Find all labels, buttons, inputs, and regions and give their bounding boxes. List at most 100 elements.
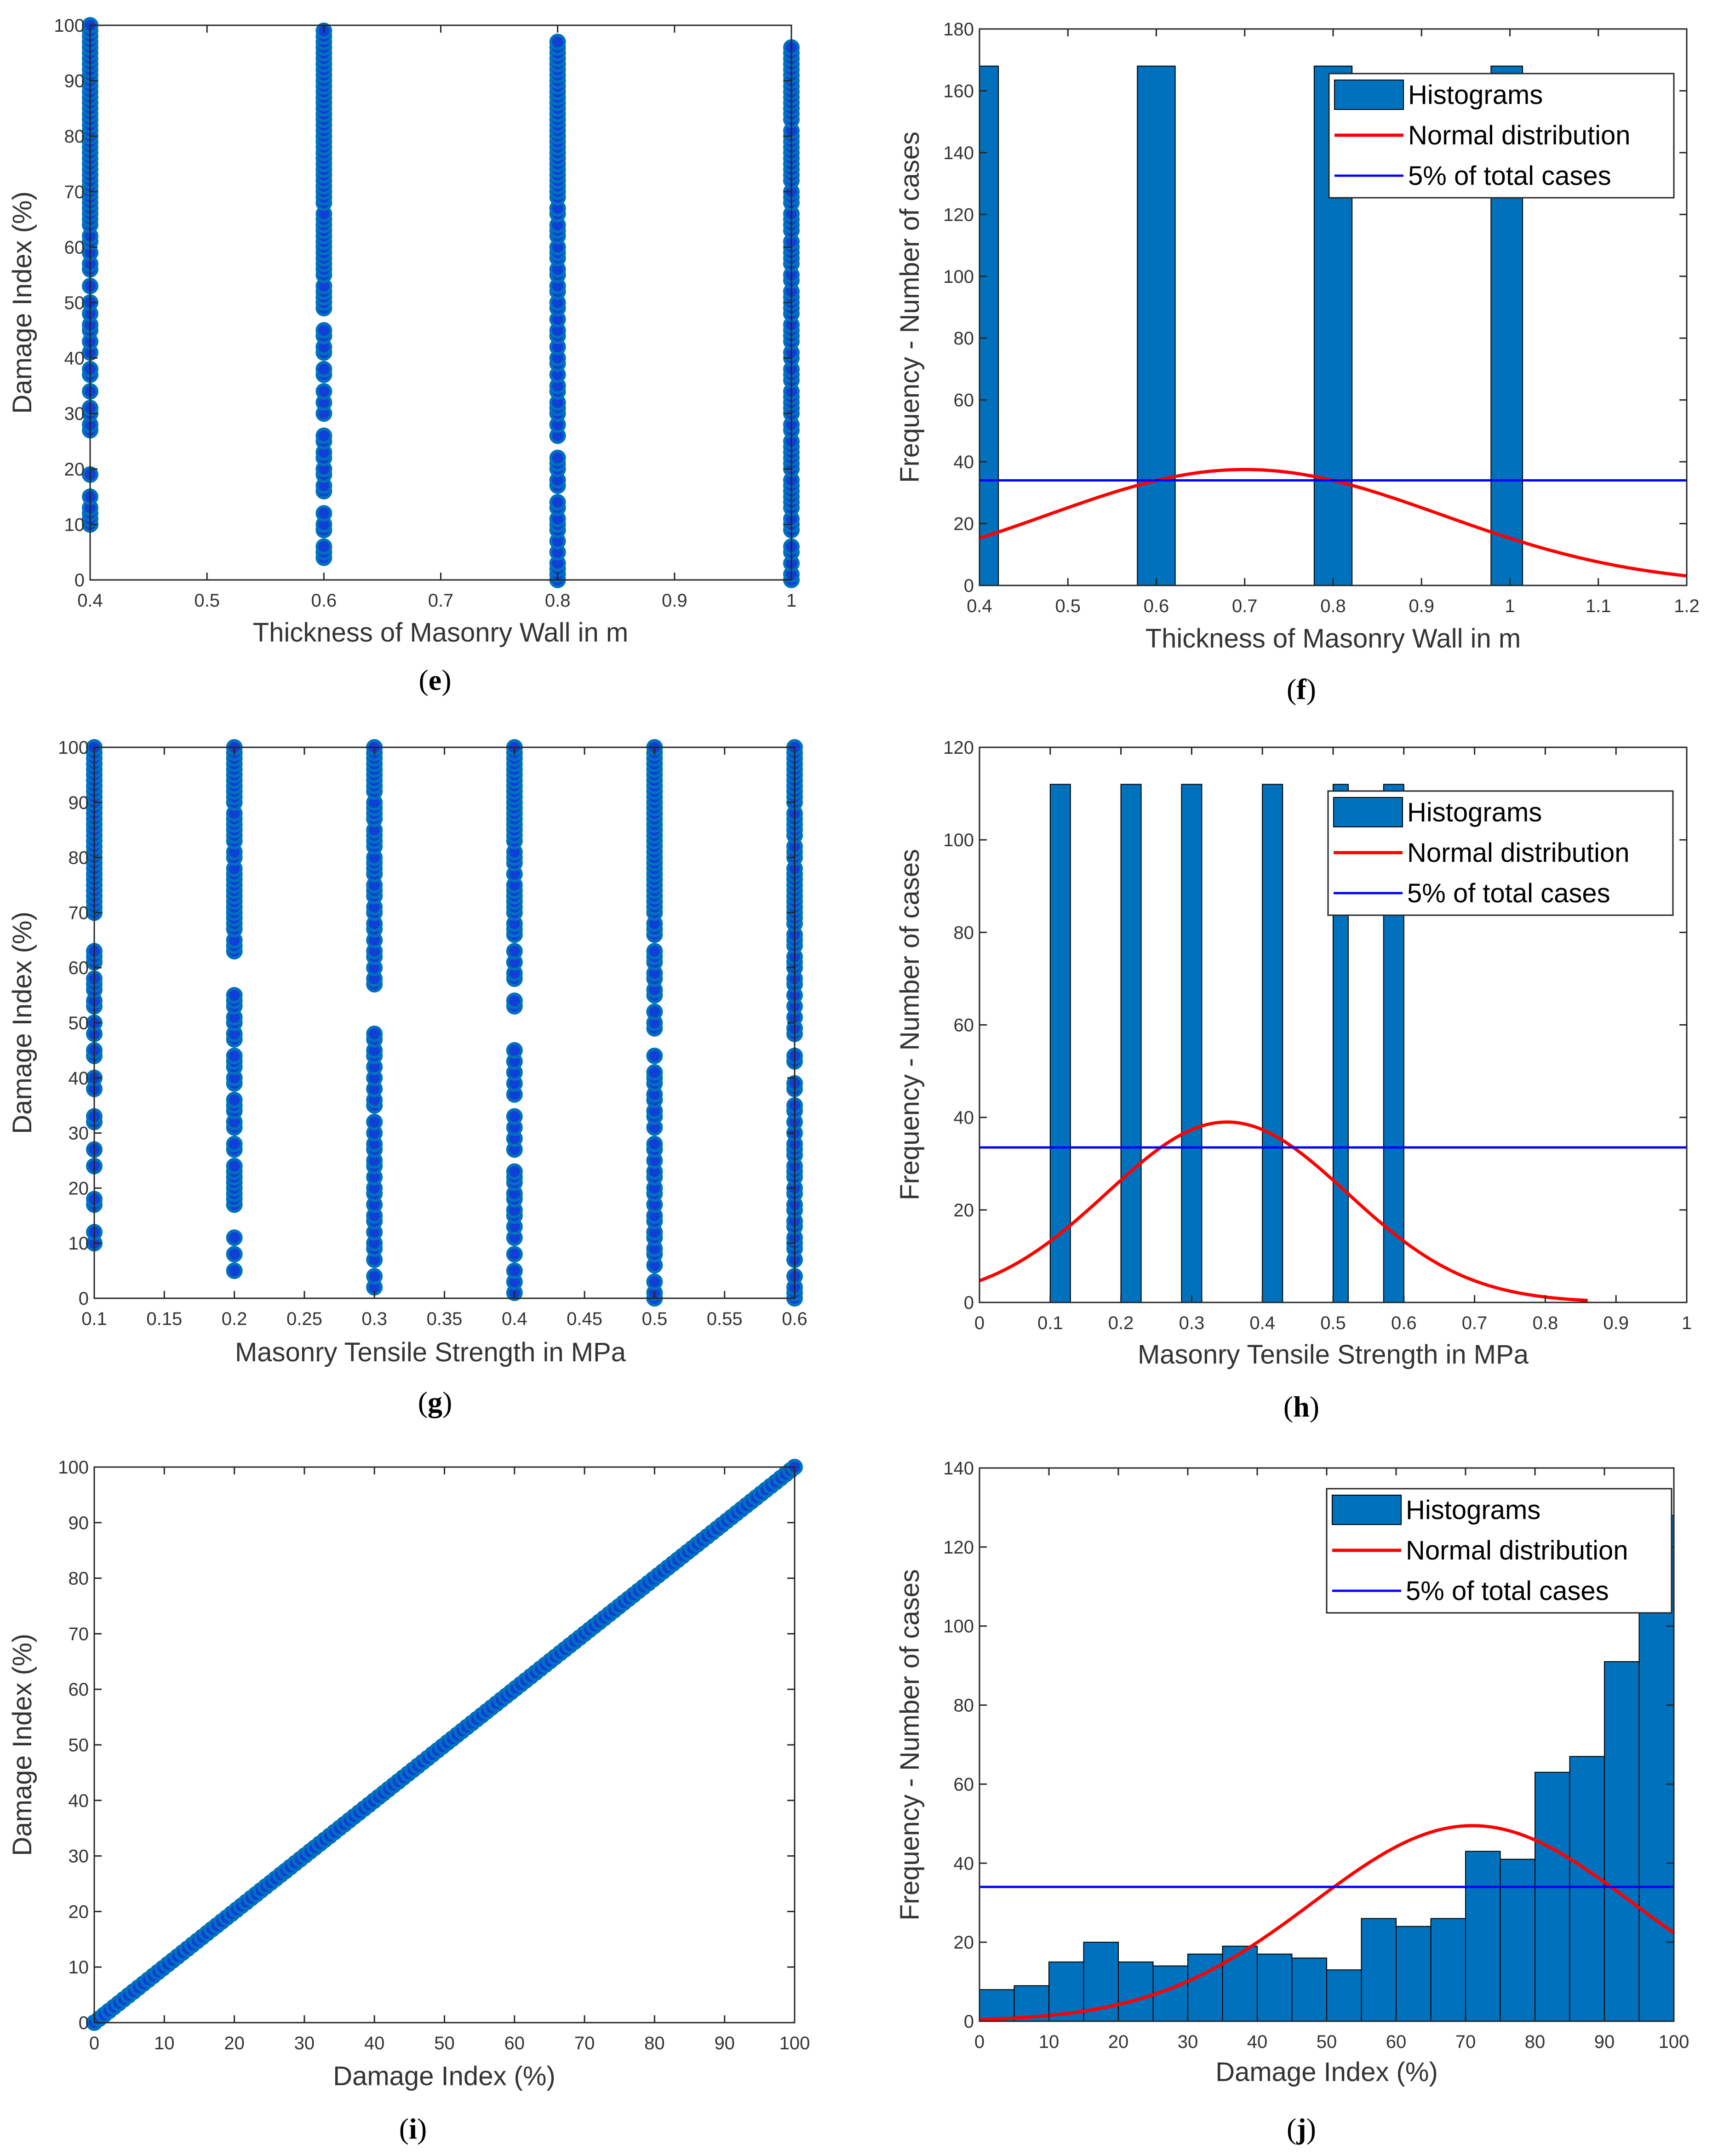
scatter-point	[226, 987, 243, 1004]
y-tick-label: 60	[69, 1680, 89, 1700]
y-axis-title: Frequency - Number of cases	[895, 849, 925, 1200]
y-tick-label: 0	[964, 2012, 974, 2032]
x-axis-title: Masonry Tensile Strength in MPa	[235, 1337, 626, 1367]
y-tick-label: 140	[943, 1458, 974, 1479]
y-tick-label: 90	[69, 1513, 89, 1533]
scatter-point	[366, 1113, 383, 1130]
scatter-point	[226, 1229, 243, 1246]
y-tick-label: 70	[64, 182, 85, 202]
y-tick-label: 80	[954, 923, 974, 943]
legend-swatch-histogram	[1332, 1495, 1402, 1525]
panel-label: (g)	[418, 1386, 452, 1418]
normal-distribution-curve	[979, 1120, 1588, 1302]
scatter-point	[226, 1262, 243, 1279]
y-tick-label: 30	[69, 1124, 89, 1144]
y-tick-label: 0	[79, 2013, 89, 2033]
x-axis-title: Thickness of Masonry Wall in m	[1145, 624, 1521, 654]
legend-label: 5% of total cases	[1406, 1576, 1609, 1606]
y-tick-label: 120	[943, 1537, 974, 1558]
histogram-bar	[1535, 1772, 1570, 2022]
x-tick-label: 50	[434, 2033, 455, 2053]
y-tick-label: 40	[954, 452, 974, 472]
scatter-point	[226, 1158, 243, 1175]
x-tick-label: 100	[1659, 2032, 1689, 2052]
y-tick-label: 160	[943, 81, 974, 101]
y-tick-label: 0	[74, 570, 85, 591]
y-axis-title: Damage Index (%)	[7, 191, 37, 414]
y-tick-label: 100	[54, 16, 85, 36]
y-tick-label: 60	[954, 390, 974, 411]
y-tick-label: 180	[943, 19, 974, 40]
y-tick-label: 70	[69, 1624, 89, 1644]
y-tick-label: 80	[64, 126, 85, 147]
y-tick-label: 20	[64, 459, 85, 480]
scatter-point	[366, 1268, 383, 1285]
scatter-point	[315, 322, 332, 339]
scatter-point	[549, 34, 566, 51]
x-tick-label: 0.5	[1320, 1313, 1346, 1333]
y-tick-label: 0	[964, 1293, 974, 1313]
scatter-point	[646, 1047, 663, 1064]
histogram-bar	[1262, 784, 1283, 1303]
x-tick-label: 0.6	[782, 1309, 807, 1329]
x-tick-label: 0.8	[1320, 596, 1346, 616]
histogram-bar	[1291, 1957, 1327, 2022]
y-tick-label: 90	[64, 71, 85, 92]
x-tick-label: 0.45	[567, 1309, 602, 1329]
legend: Histograms Normal distribution 5% of total…	[1328, 73, 1675, 199]
histogram-bar	[1361, 1918, 1397, 2022]
y-axis-title: Frequency - Number of cases	[895, 132, 925, 483]
y-tick-label: 0	[79, 1289, 89, 1309]
legend-label: 5% of total cases	[1408, 161, 1611, 191]
y-tick-label: 20	[954, 1932, 974, 1953]
scatter-point	[506, 1042, 523, 1059]
y-axis-title: Damage Index (%)	[7, 912, 37, 1134]
x-tick-label: 0.3	[1179, 1313, 1205, 1333]
x-tick-label: 0.6	[1391, 1313, 1417, 1333]
y-tick-label: 50	[69, 1735, 89, 1755]
panel-label: (f)	[1287, 673, 1316, 705]
scatter-point	[366, 1025, 383, 1042]
scatter-point	[226, 1246, 243, 1263]
histogram-bar	[1604, 1661, 1640, 2022]
histogram-bar	[1465, 1851, 1501, 2022]
y-tick-label: 50	[64, 293, 85, 313]
x-tick-label: 0.2	[1108, 1313, 1134, 1333]
scatter-point	[646, 1135, 663, 1153]
legend-label: 5% of total cases	[1407, 878, 1610, 908]
panel-letter: h	[1293, 1390, 1310, 1423]
scatter-point	[315, 383, 332, 400]
y-tick-label: 100	[58, 1457, 89, 1478]
x-tick-label: 0.8	[1533, 1313, 1558, 1333]
histogram-bar	[1326, 1969, 1362, 2022]
x-tick-label: 0.9	[662, 591, 687, 611]
x-tick-label: 1	[1682, 1313, 1692, 1333]
x-tick-label: 0.4	[1249, 1313, 1275, 1333]
chart-panel-i: 0 10 20 30 40 50 60 70 80 90 100 0 10 20 30 40 50 60 70 80 9…	[7, 1457, 810, 2145]
y-tick-label: 20	[954, 514, 974, 534]
y-tick-label: 100	[943, 1617, 974, 1637]
panel-letter: e	[429, 664, 441, 696]
panel-label: (i)	[399, 2112, 427, 2145]
chart-panel-j: 0 10 20 30 40 50 60 70 80 90 100 0 20 40 60 80 100 120 140…	[895, 1458, 1689, 2145]
x-tick-label: 80	[1525, 2032, 1546, 2052]
x-tick-label: 70	[1455, 2032, 1476, 2052]
y-tick-label: 80	[69, 848, 89, 868]
histogram-bar	[1120, 784, 1142, 1303]
legend-swatch-histogram	[1334, 80, 1404, 110]
x-tick-label: 0.6	[1144, 596, 1169, 616]
x-tick-label: 0.4	[967, 596, 992, 616]
scatter-point	[315, 361, 332, 378]
y-tick-label: 100	[943, 267, 974, 287]
y-axis-title: Damage Index (%)	[7, 1634, 37, 1856]
x-tick-label: 0.1	[81, 1309, 107, 1329]
y-tick-label: 0	[964, 576, 974, 596]
panel-letter: f	[1296, 673, 1306, 705]
scatter-point	[315, 505, 332, 522]
chart-panel-h: 0 0.1 0.2 0.3 0.4 0.5 0.6 0.7 0.8 0.9 1 0 20 40 60 80 10…	[895, 738, 1692, 1423]
x-tick-label: 90	[1594, 2032, 1615, 2052]
scatter-point	[549, 449, 566, 466]
legend-label: Histograms	[1406, 1495, 1540, 1525]
x-axis-title: Thickness of Masonry Wall in m	[253, 618, 629, 648]
histogram-bar	[1396, 1926, 1432, 2022]
